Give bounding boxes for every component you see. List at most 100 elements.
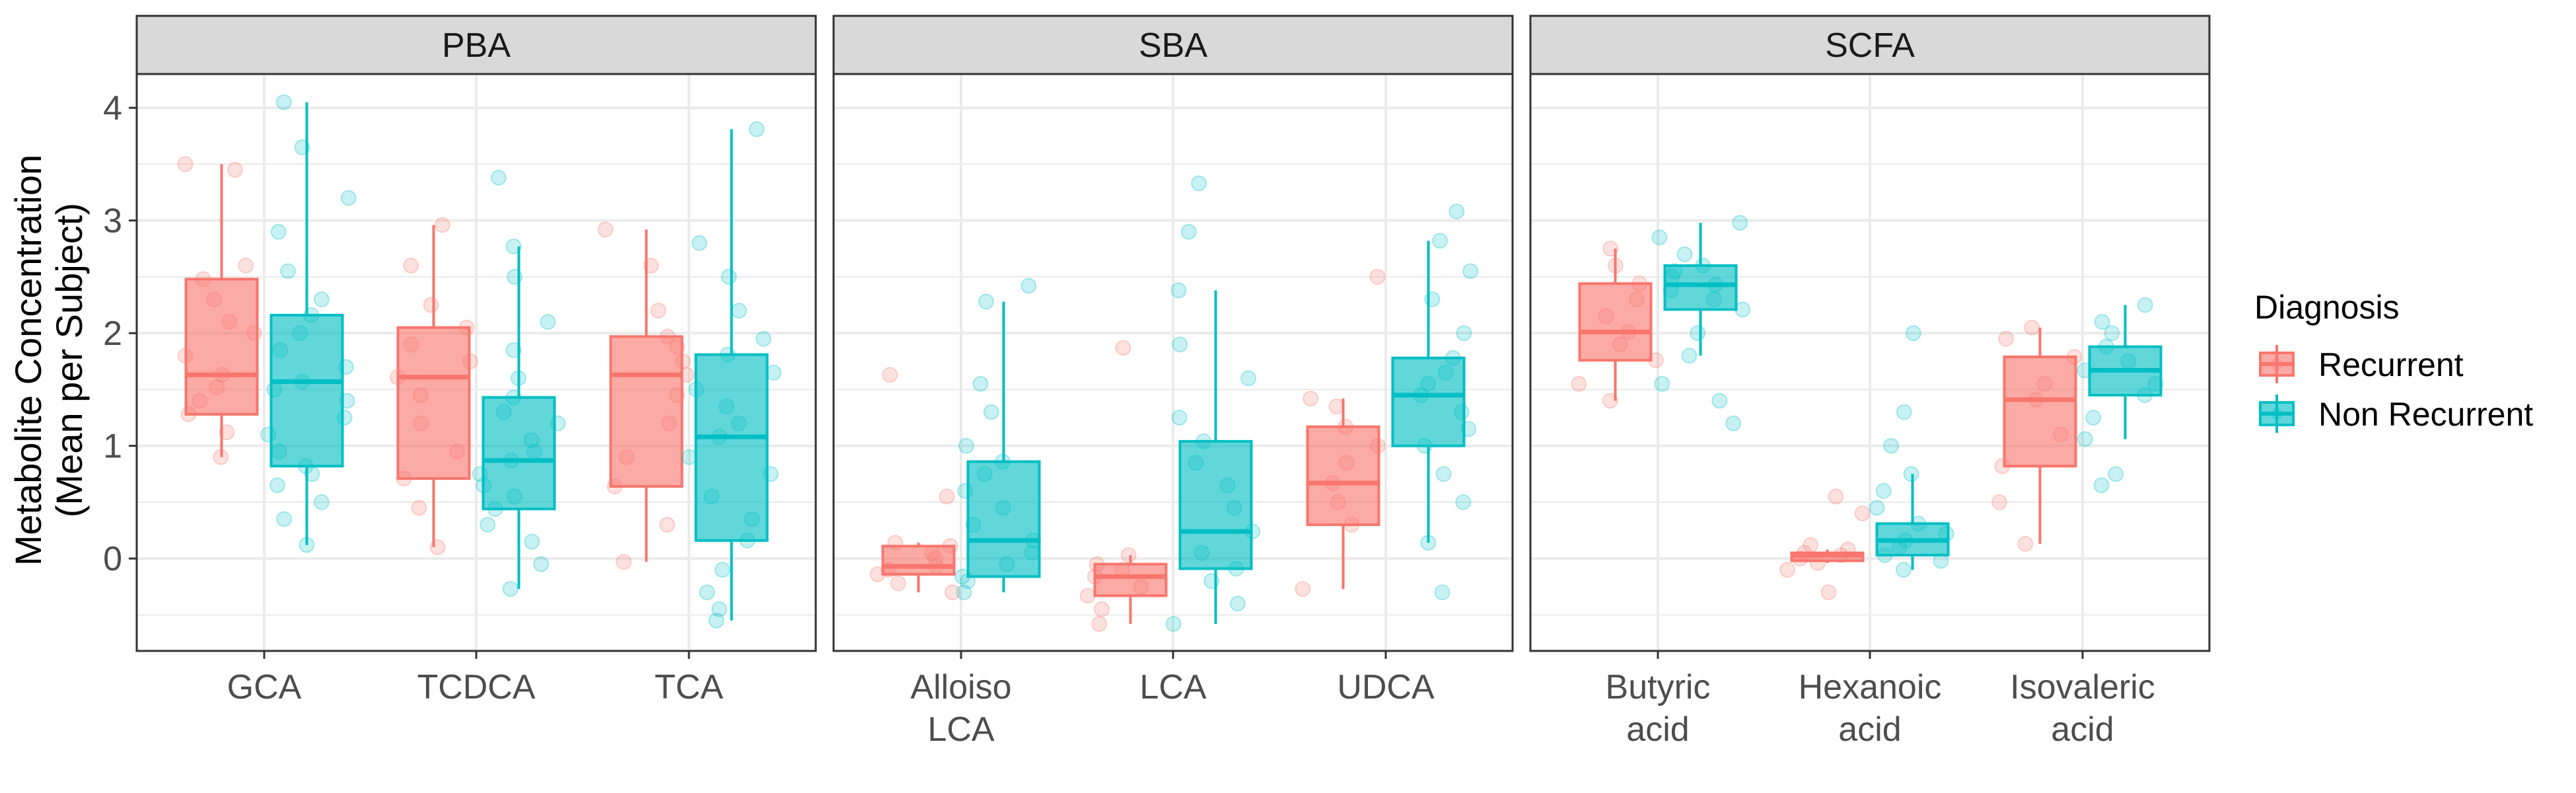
box-recurrent [609,335,684,488]
data-point [731,303,747,319]
data-point [1462,263,1479,280]
data-point [270,223,287,240]
data-point [699,584,715,601]
data-point [1895,562,1912,578]
data-point [1295,581,1311,597]
data-point [403,257,419,274]
data-point [540,314,556,330]
x-tick-label: TCDCA [417,668,535,706]
data-point [177,156,194,172]
data-point [480,517,496,533]
category-group: LCA [1079,175,1261,706]
data-point [1115,340,1131,356]
data-point [524,533,540,550]
data-point [691,235,707,251]
x-tick-label: LCA [1139,668,1206,706]
data-point [533,556,550,572]
data-point [972,375,989,392]
facet-strip [1529,15,2211,75]
panels-layer: GCA TCDCA TCA PBA Alloiso LCA LCA UDCA SBA Butyri… [135,15,2211,749]
box-recurrent [881,545,956,576]
y-axis-title-line: Metabolite Concentration [7,155,49,566]
x-tick-label: acid [1838,710,1901,749]
data-point [2104,325,2120,342]
legend-label: Recurrent [2318,346,2464,383]
facet-panel-scfa: Butyric acid Hexanoic acid Isovaleric acid SCF… [1529,15,2211,749]
legend-label: Non Recurrent [2318,396,2533,433]
data-point [1435,466,1452,482]
data-point [1434,584,1450,601]
data-point [1905,325,1921,342]
x-tick-label: acid [2051,710,2114,749]
data-point [956,584,972,601]
data-point [1171,410,1188,426]
data-point [1180,223,1197,240]
box-recurrent [184,278,259,416]
x-tick-label: LCA [927,710,994,749]
data-point [1170,282,1187,299]
data-point [2094,314,2110,330]
box-non-recurrent [694,353,769,542]
data-point [1449,204,1465,220]
data-point [1869,500,1885,516]
data-point [2017,536,2034,552]
data-point [681,449,698,465]
data-point [721,268,737,285]
data-point [490,169,507,186]
data-point [1732,215,1748,231]
facet-panel-pba: GCA TCDCA TCA PBA [135,15,817,706]
data-point [1240,370,1257,387]
data-point [1735,301,1751,318]
legend-entry-recurrent: Recurrent [2258,345,2464,383]
data-point [1229,595,1246,612]
data-point [219,424,235,441]
data-point [1725,415,1742,432]
box-recurrent [1578,282,1653,362]
data-point [2108,466,2124,482]
data-point [505,342,522,358]
data-point [238,257,254,274]
data-point [945,584,961,601]
box-recurrent [2003,355,2077,468]
data-point [755,330,771,347]
data-point [411,500,427,516]
y-axis: 0 1 2 3 4 [103,89,137,578]
category-group: TCA [597,121,782,706]
x-tick-label: Butyric [1606,668,1711,706]
facet-strip [135,15,817,75]
data-point [1654,375,1670,392]
data-point [1883,437,1900,454]
category-group: UDCA [1295,204,1479,706]
data-point [1020,278,1037,294]
box-non-recurrent [1178,439,1253,570]
data-point [1303,391,1319,407]
data-point [1803,537,1819,553]
box-non-recurrent [269,313,344,468]
facet-strip-label: SBA [1139,26,1207,65]
data-point [1779,562,1796,578]
data-point [978,293,994,310]
data-point [711,601,727,617]
data-point [748,121,765,137]
box-recurrent [1093,562,1168,597]
data-point [1854,505,1871,521]
legend: Diagnosis Recurrent Non Recurrent [2254,289,2533,433]
data-point [1651,229,1668,246]
data-point [2137,297,2153,313]
data-point [708,612,725,628]
box-non-recurrent [1663,264,1738,311]
data-point [1820,584,1837,601]
data-point [1091,616,1108,632]
data-point [1681,348,1698,364]
facet-strip-label: SCFA [1825,26,1915,65]
data-point [275,94,292,110]
data-point [2077,431,2093,447]
legend-entry-non-recurrent: Non Recurrent [2258,395,2533,433]
y-tick-label: 4 [103,89,122,128]
y-tick-label: 1 [103,428,122,466]
category-group: Isovaleric acid [1991,297,2164,749]
legend-title: Diagnosis [2254,289,2400,326]
data-point [714,562,731,578]
data-point [269,477,286,494]
